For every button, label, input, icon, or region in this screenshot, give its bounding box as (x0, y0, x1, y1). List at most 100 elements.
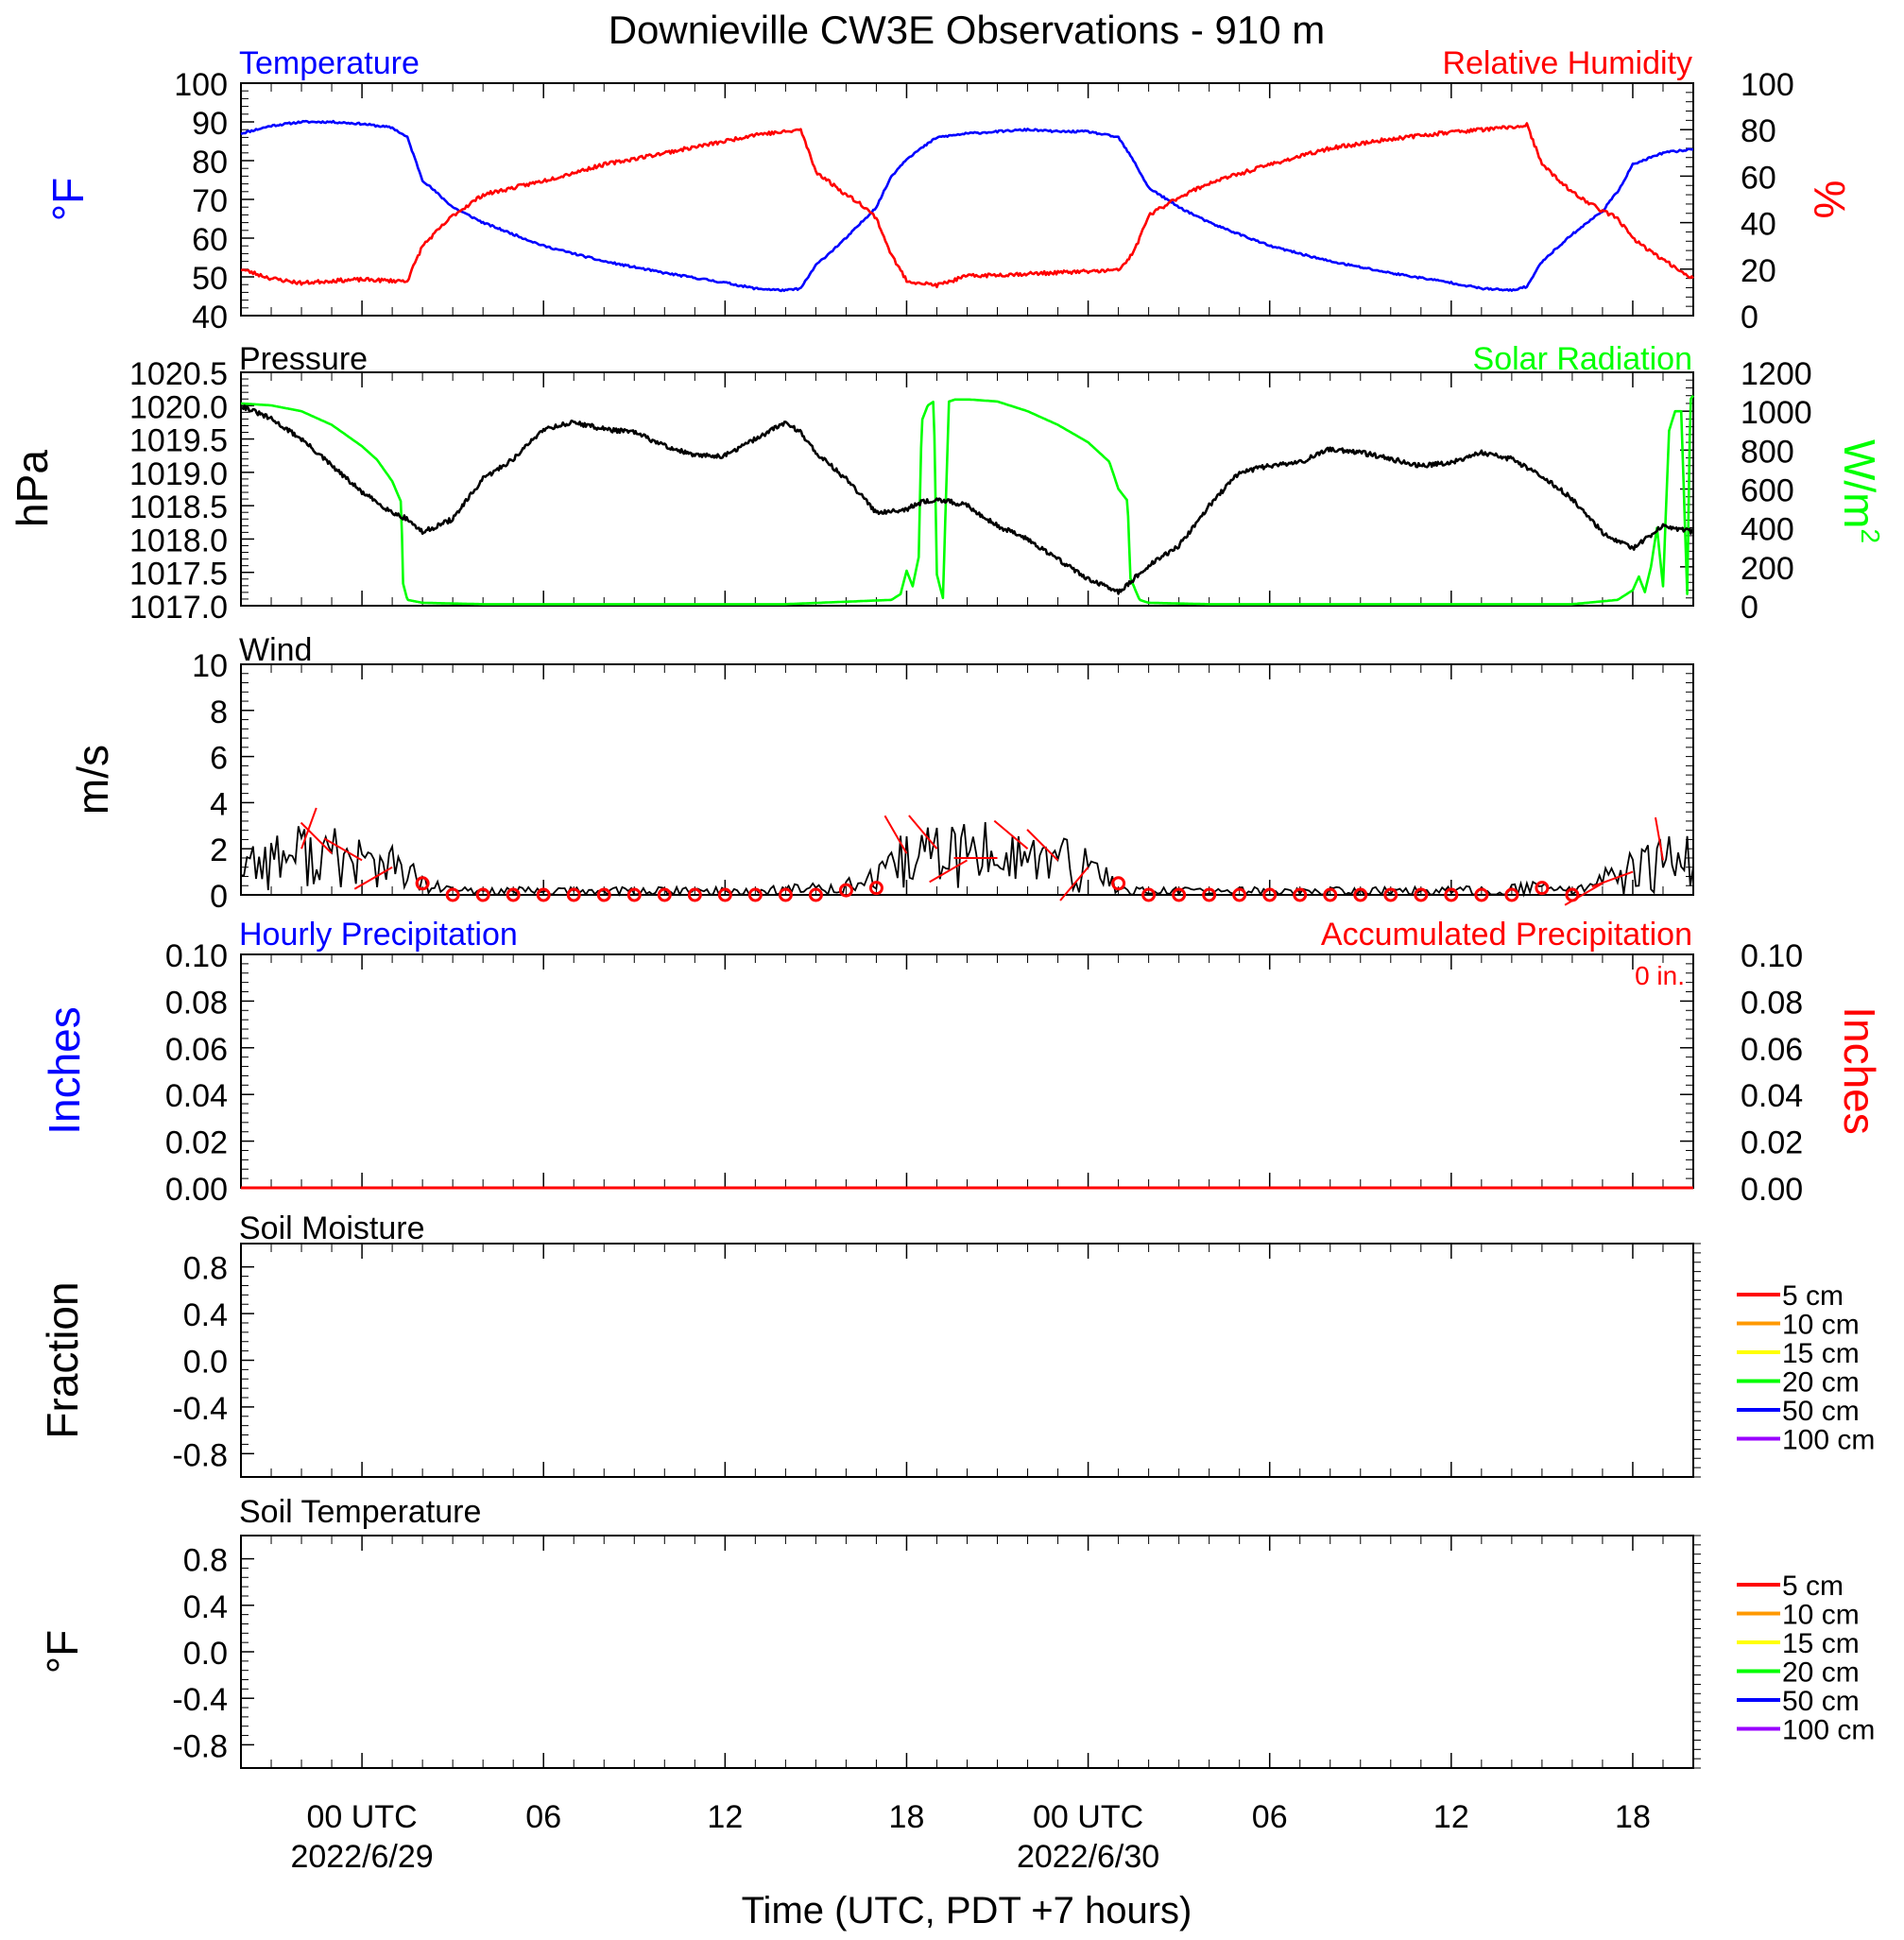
y-tick-label: 400 (1741, 512, 1794, 548)
legend-label: 10 cm (1782, 1600, 1860, 1631)
y-tick-label: 0.02 (165, 1125, 228, 1161)
wind-barb (1655, 816, 1664, 861)
humidity-line (241, 122, 1695, 289)
solar-axis-unit: W/m (1835, 439, 1884, 529)
calm-wind-marker (415, 876, 430, 891)
calm-wind-marker (1232, 887, 1247, 902)
y-tick-label: 100 (174, 67, 228, 103)
y-tick-label: 6 (210, 741, 228, 777)
wind-barb (1026, 829, 1059, 862)
legend-label: 15 cm (1782, 1338, 1860, 1369)
calm-wind-marker (1504, 887, 1519, 902)
pressure-line (240, 404, 1694, 595)
soil-moisture-axis-label: Fraction (38, 1281, 87, 1438)
temperature-line (240, 119, 1693, 293)
y-tick-label: 0.00 (1741, 1172, 1803, 1208)
wind-title: Wind (239, 632, 312, 668)
solar-axis-label: W/m2 (1835, 439, 1885, 543)
y-tick-label: 0.06 (1741, 1032, 1803, 1068)
legend-label: 20 cm (1782, 1657, 1860, 1689)
y-tick-label: 0.04 (1741, 1078, 1803, 1114)
y-tick-label: -0.4 (172, 1391, 228, 1427)
wind-barb (929, 859, 969, 884)
y-tick-label: 0 (1741, 300, 1758, 335)
y-tick-label: 1018.0 (129, 523, 228, 558)
y-tick-label: 600 (1741, 473, 1794, 509)
calm-wind-marker (445, 887, 460, 902)
soil-temperature-title: Soil Temperature (239, 1494, 481, 1530)
y-tick-label: 1000 (1741, 395, 1812, 431)
wind-barb (883, 815, 908, 854)
y-tick-label: 100 (1741, 67, 1794, 103)
x-tick-label: 12 (707, 1799, 743, 1835)
y-tick-label: 40 (192, 300, 228, 335)
wind-barb (1564, 882, 1604, 906)
hourly-precip-axis-label: Inches (40, 1006, 89, 1135)
accum-precip-title: Accumulated Precipitation (1321, 917, 1692, 953)
calm-wind-marker (1111, 876, 1126, 891)
y-tick-label: 0.04 (165, 1078, 228, 1114)
calm-wind-marker (1172, 887, 1187, 902)
y-tick-label: 10 (192, 648, 228, 684)
y-tick-label: 1020.5 (129, 356, 228, 392)
x-tick-label: 18 (889, 1799, 925, 1835)
x-axis-label: Time (UTC, PDT +7 hours) (742, 1890, 1192, 1931)
wind-barb (1591, 870, 1634, 888)
y-tick-label: 0.08 (1741, 985, 1803, 1021)
accum-precip-value: 0 in. (1635, 961, 1685, 990)
calm-wind-marker (1444, 887, 1459, 902)
legend-label: 50 cm (1782, 1396, 1860, 1427)
y-tick-label: 80 (192, 145, 228, 180)
legend-label: 15 cm (1782, 1628, 1860, 1659)
calm-wind-marker (626, 887, 642, 902)
temperature-axis-label: °F (43, 178, 93, 222)
calm-wind-marker (1414, 887, 1429, 902)
soil-temperature-axis-label: °F (38, 1630, 87, 1674)
y-tick-label: 8 (210, 695, 228, 730)
y-tick-label: 1200 (1741, 356, 1812, 392)
calm-wind-marker (1323, 887, 1338, 902)
legend-label: 10 cm (1782, 1310, 1860, 1341)
y-tick-label: 0.00 (165, 1172, 228, 1208)
y-tick-label: -0.8 (172, 1437, 228, 1473)
wind-axis-label: m/s (68, 745, 117, 815)
soil-moisture-title: Soil Moisture (239, 1210, 425, 1246)
x-tick-label: 12 (1433, 1799, 1469, 1835)
y-tick-label: 0.8 (183, 1543, 228, 1579)
wind-panel: 0 2 4 6 8 10 Wind m/s (68, 632, 1694, 915)
legend-label: 100 cm (1782, 1715, 1875, 1746)
y-tick-label: 50 (192, 261, 228, 297)
hourly-precip-title: Hourly Precipitation (239, 917, 518, 953)
precipitation-panel: 0.00 0.02 0.04 0.06 0.08 0.10 0.00 0.02 0.04 0.06… (40, 917, 1884, 1208)
y-tick-label: 1019.5 (129, 423, 228, 459)
y-tick-label: 60 (1741, 160, 1776, 196)
calm-wind-marker (536, 887, 551, 902)
legend-label: 20 cm (1782, 1367, 1860, 1399)
y-tick-label: 20 (1741, 253, 1776, 289)
calm-wind-marker (1293, 887, 1308, 902)
calm-wind-marker (778, 887, 793, 902)
y-tick-label: 0.4 (183, 1297, 228, 1333)
legend-label: 100 cm (1782, 1425, 1875, 1456)
wind-barb (300, 821, 333, 854)
calm-wind-marker (506, 887, 521, 902)
y-tick-label: 800 (1741, 434, 1794, 470)
wind-barb (993, 819, 1029, 850)
y-tick-label: 0.10 (165, 938, 228, 974)
pressure-title: Pressure (239, 341, 368, 377)
y-tick-label: 0.08 (165, 985, 228, 1021)
calm-wind-marker (717, 887, 732, 902)
solar-title: Solar Radiation (1473, 341, 1692, 377)
y-tick-label: 60 (192, 222, 228, 258)
y-tick-label: 0.0 (183, 1636, 228, 1672)
x-tick-label: 00 UTC (1033, 1799, 1143, 1835)
x-date-label: 2022/6/30 (1017, 1839, 1159, 1875)
wind-barb (323, 837, 363, 862)
y-tick-label: 0 (1741, 590, 1758, 626)
y-tick-label: 1017.5 (129, 557, 228, 592)
